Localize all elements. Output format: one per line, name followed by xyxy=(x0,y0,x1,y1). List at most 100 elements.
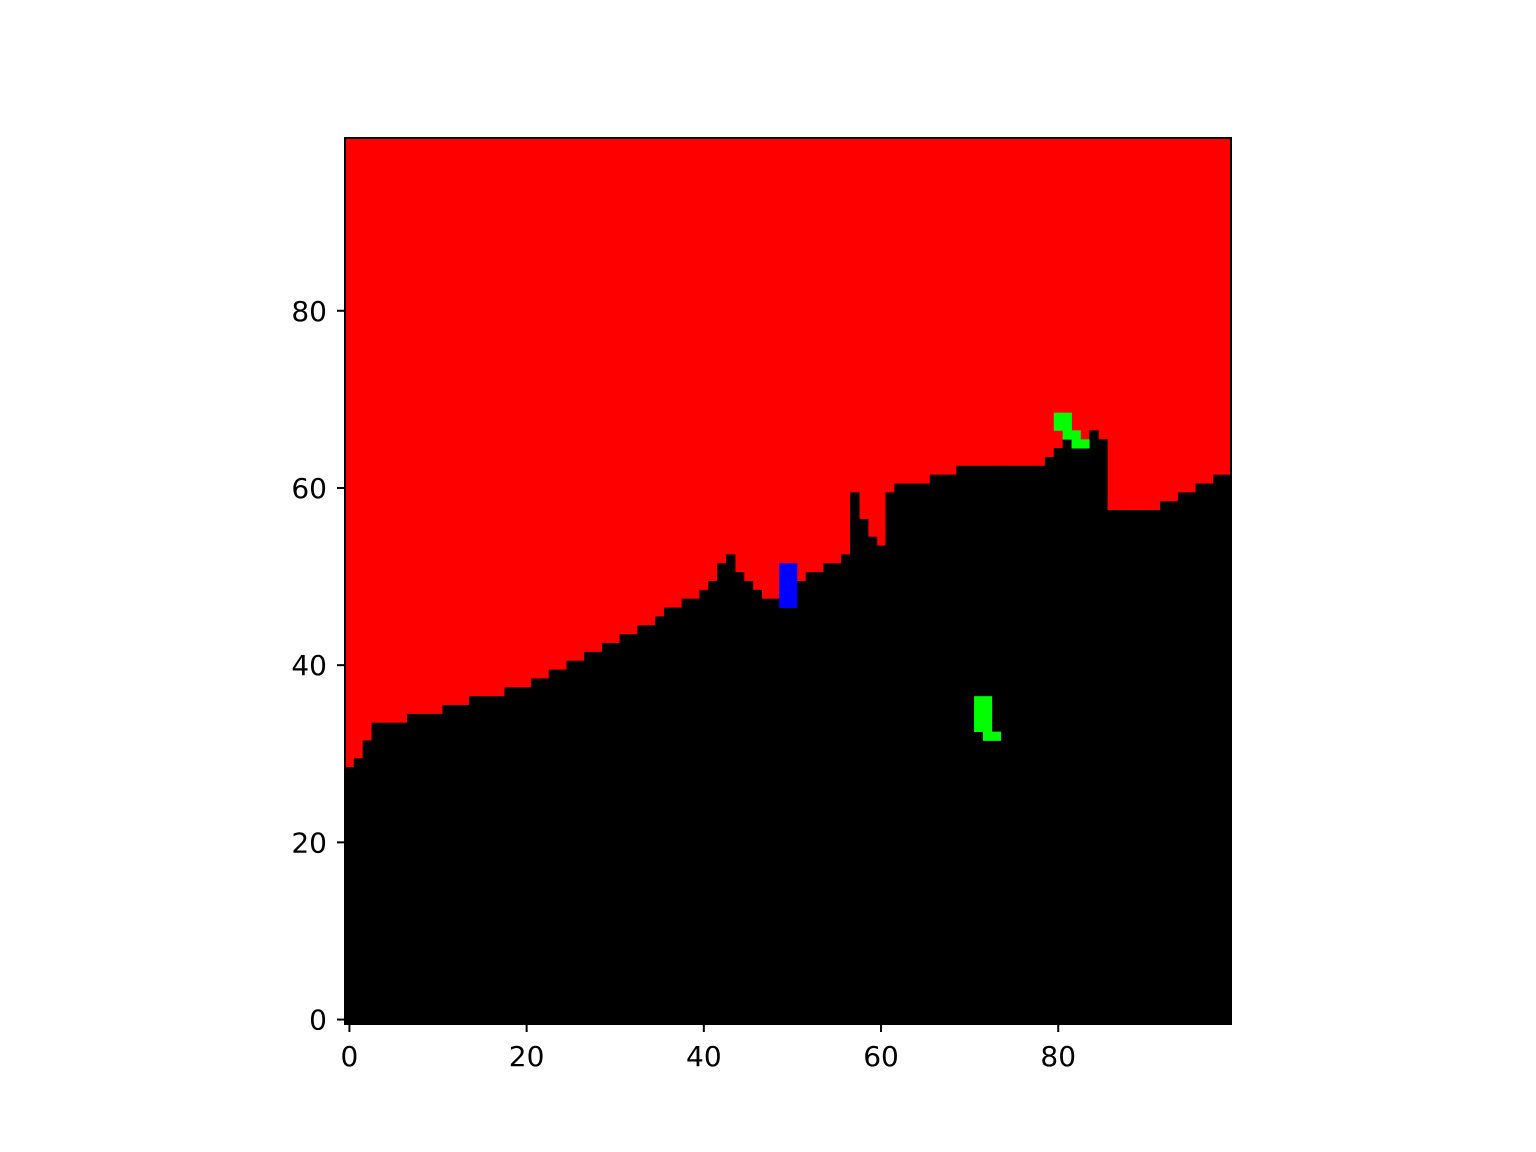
green-marker-cell xyxy=(974,696,984,706)
black-column xyxy=(1080,439,1090,1024)
black-column xyxy=(717,563,727,1024)
black-column xyxy=(903,483,931,1024)
black-column xyxy=(894,483,904,1024)
black-column xyxy=(1195,483,1214,1024)
plot-frame xyxy=(344,137,1232,1025)
black-column xyxy=(734,572,745,1024)
black-column xyxy=(841,554,851,1024)
blue-marker-cell xyxy=(779,563,789,573)
black-column xyxy=(548,669,568,1024)
y-tick-label: 80 xyxy=(291,295,327,328)
black-column xyxy=(1106,510,1117,1024)
black-column xyxy=(699,589,709,1024)
green-marker-cell xyxy=(1062,421,1072,431)
blue-marker-cell xyxy=(779,589,789,600)
green-marker-cell xyxy=(1080,439,1090,449)
black-column xyxy=(885,492,895,1024)
black-column xyxy=(584,651,603,1024)
black-column xyxy=(1160,501,1179,1024)
plot-area xyxy=(344,137,1232,1025)
blue-marker-cell xyxy=(779,581,789,591)
blue-marker-cell xyxy=(788,581,798,591)
black-column xyxy=(708,581,718,1024)
green-marker-cell xyxy=(1071,430,1081,440)
black-column xyxy=(1000,465,1046,1024)
black-column xyxy=(752,589,763,1024)
x-axis: 0 20 40 60 80 xyxy=(341,1024,1076,1073)
black-column xyxy=(779,589,798,1024)
black-column xyxy=(655,616,665,1024)
black-column xyxy=(637,625,656,1024)
black-column xyxy=(1098,439,1108,1024)
black-column xyxy=(442,705,470,1024)
blue-marker-cell xyxy=(788,563,798,573)
marker-layer xyxy=(779,412,1090,741)
black-column xyxy=(876,545,887,1024)
x-tick-label: 60 xyxy=(863,1040,899,1073)
black-column xyxy=(1089,430,1099,1024)
black-column xyxy=(566,660,585,1024)
y-tick-label: 40 xyxy=(291,649,327,682)
black-region xyxy=(345,430,1232,1025)
black-column xyxy=(531,678,550,1024)
black-column xyxy=(469,696,506,1024)
x-tick-label: 20 xyxy=(509,1040,545,1073)
black-column xyxy=(1115,510,1161,1024)
black-column xyxy=(681,598,700,1024)
black-column xyxy=(956,465,1002,1024)
black-column xyxy=(761,598,780,1024)
black-column xyxy=(407,713,444,1024)
green-marker-cell xyxy=(982,722,993,733)
black-column xyxy=(1053,448,1064,1025)
x-tick-label: 0 xyxy=(341,1040,359,1073)
green-marker-cell xyxy=(982,696,993,706)
black-column xyxy=(345,767,355,1024)
black-column xyxy=(1071,448,1081,1025)
blue-marker-cell xyxy=(788,598,798,608)
green-marker-cell xyxy=(982,705,993,715)
black-column xyxy=(663,607,683,1024)
green-marker-cell xyxy=(1062,412,1072,422)
green-marker-cell xyxy=(974,713,984,724)
black-column xyxy=(1213,474,1223,1024)
blue-marker-cell xyxy=(779,598,789,608)
blue-marker-cell xyxy=(788,572,798,582)
black-column xyxy=(725,554,736,1024)
y-axis: 0 20 40 60 80 xyxy=(291,295,345,1037)
black-column xyxy=(353,758,364,1024)
blue-marker-cell xyxy=(779,572,789,582)
black-column xyxy=(796,581,807,1024)
black-column xyxy=(823,563,842,1024)
black-column xyxy=(929,474,957,1024)
black-column xyxy=(1044,456,1055,1025)
black-column xyxy=(805,572,825,1024)
green-marker-cell xyxy=(974,705,984,715)
x-tick-label: 80 xyxy=(1040,1040,1076,1073)
black-column xyxy=(1177,492,1197,1024)
green-marker-cell xyxy=(982,713,993,724)
y-tick-label: 60 xyxy=(291,472,327,505)
y-tick-label: 0 xyxy=(309,1004,327,1037)
black-column xyxy=(1062,439,1073,1024)
black-column xyxy=(504,687,532,1024)
black-column xyxy=(743,581,754,1024)
blue-marker-cell xyxy=(788,589,798,600)
x-tick-label: 40 xyxy=(686,1040,722,1073)
green-marker-cell xyxy=(1053,421,1064,431)
green-marker-cell xyxy=(991,731,1002,741)
black-column xyxy=(858,518,869,1024)
black-column xyxy=(867,536,878,1024)
green-marker-cell xyxy=(974,722,984,733)
green-marker-cell xyxy=(1062,430,1072,440)
y-tick-label: 20 xyxy=(291,826,327,859)
green-marker-cell xyxy=(1053,412,1064,422)
black-column xyxy=(850,492,860,1024)
black-column xyxy=(371,722,408,1024)
green-marker-cell xyxy=(982,731,993,741)
black-column xyxy=(362,740,373,1024)
black-column xyxy=(601,643,621,1024)
black-column xyxy=(619,634,638,1024)
green-marker-cell xyxy=(1071,439,1081,449)
black-column xyxy=(1222,474,1232,1024)
